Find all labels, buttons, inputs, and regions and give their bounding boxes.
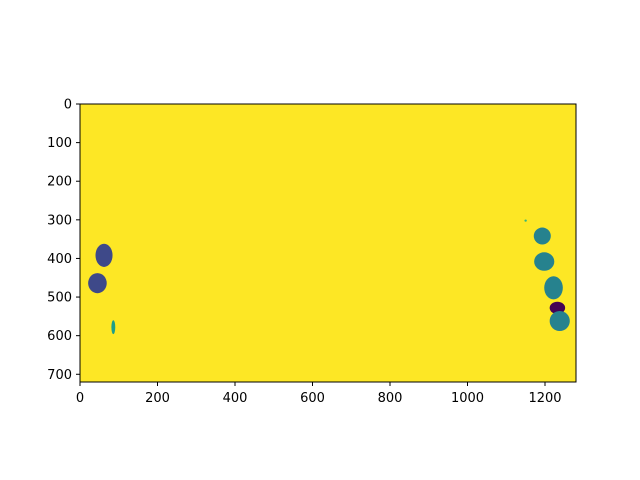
- right-speck: [524, 219, 527, 222]
- plot-frame: [79, 103, 577, 383]
- x-tick-label: 400: [223, 391, 248, 406]
- x-tick-label: 0: [76, 391, 84, 406]
- y-tick-label: 700: [47, 368, 72, 383]
- y-axis: 0 100 200 300 400 500 600 700: [47, 98, 80, 383]
- right-blob-2: [534, 252, 555, 271]
- right-blob-3: [544, 276, 563, 300]
- left-blob-2: [88, 273, 107, 294]
- x-tick-label: 200: [145, 391, 170, 406]
- y-tick-label: 200: [47, 175, 72, 190]
- x-tick-label: 1000: [451, 391, 484, 406]
- y-tick-label: 0: [64, 98, 72, 113]
- heatmap-background: [80, 104, 576, 382]
- right-blob-1: [533, 227, 551, 245]
- x-tick-label: 1200: [528, 391, 561, 406]
- left-blob-1: [95, 243, 113, 267]
- y-tick-label: 300: [47, 213, 72, 228]
- y-tick-label: 500: [47, 291, 72, 306]
- right-blob-4: [549, 301, 566, 315]
- x-axis: 0 200 400 600 800 1000 1200: [76, 382, 562, 406]
- y-tick-label: 600: [47, 329, 72, 344]
- right-blob-5: [549, 310, 570, 332]
- heatmap-image: [80, 104, 576, 382]
- x-tick-label: 600: [300, 391, 325, 406]
- left-sliver: [111, 320, 116, 335]
- x-tick-label: 800: [378, 391, 403, 406]
- y-tick-label: 100: [47, 136, 72, 151]
- y-tick-label: 400: [47, 252, 72, 267]
